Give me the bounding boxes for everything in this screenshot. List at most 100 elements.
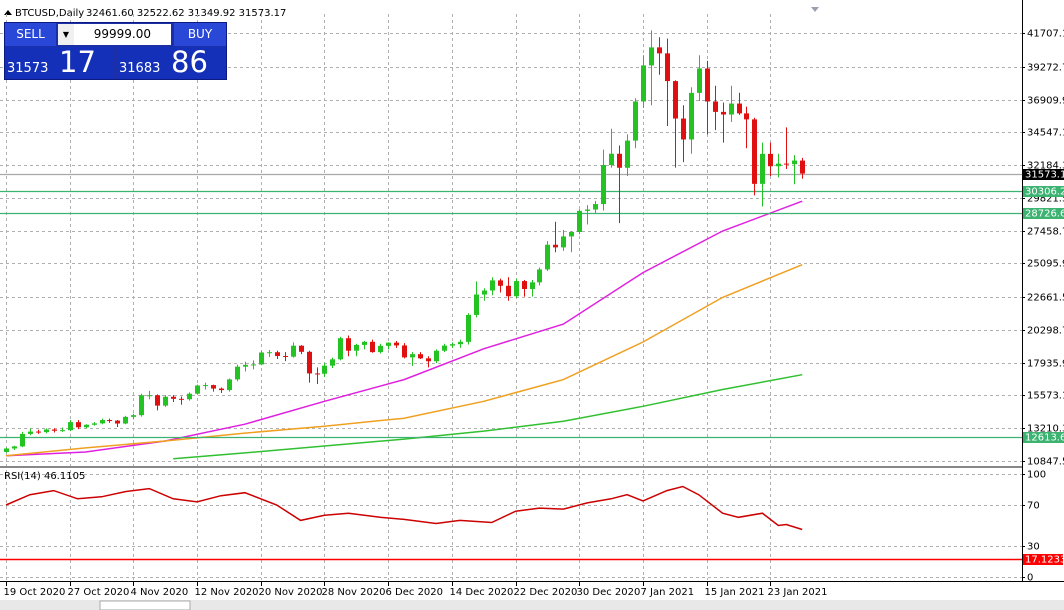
- y-tick-label: 22661.50: [1027, 293, 1064, 304]
- x-tick-label: 12 Nov 2020: [195, 587, 259, 598]
- bid-box[interactable]: 31573 17: [5, 45, 114, 79]
- candle-body: [179, 398, 184, 400]
- y-tick-label: 25095.90: [1027, 259, 1064, 270]
- x-tick-label: 19 Oct 2020: [4, 587, 66, 598]
- x-tick-label: 20 Nov 2020: [259, 587, 323, 598]
- candle-body: [545, 244, 550, 270]
- candle-body: [776, 163, 781, 167]
- candle-body: [187, 393, 192, 400]
- candle-body: [211, 385, 216, 389]
- candle-body: [362, 341, 367, 345]
- rsi-level-tag: [1023, 554, 1063, 565]
- candle-body: [506, 285, 511, 297]
- moving-average: [5, 264, 803, 457]
- candle-body: [283, 355, 288, 357]
- sell-button[interactable]: SELL: [5, 23, 56, 46]
- x-tick-label: 22 Dec 2020: [514, 587, 578, 598]
- candle-body: [673, 81, 678, 119]
- candle-body: [147, 395, 152, 397]
- candle-body: [569, 231, 574, 237]
- candle-body: [697, 68, 702, 93]
- candle-body: [760, 153, 765, 184]
- x-tick-label: 4 Nov 2020: [131, 587, 189, 598]
- y-tick-label: 15573.10: [1027, 391, 1064, 402]
- level-tag: [1023, 169, 1064, 180]
- candle-body: [299, 345, 304, 352]
- rsi-line: [5, 485, 803, 531]
- y-tick-label: 10847.50: [1027, 457, 1064, 468]
- candle-body: [131, 415, 136, 417]
- candle-body: [681, 118, 686, 140]
- candle-body: [418, 354, 423, 359]
- bid-main: 31573: [7, 61, 49, 76]
- candle-body: [203, 385, 208, 387]
- bid-pips: 17: [59, 45, 96, 79]
- candle-body: [482, 290, 487, 295]
- candle-body: [251, 364, 256, 366]
- rsi-tick-label: 100: [1027, 470, 1046, 481]
- candle-body: [617, 153, 622, 168]
- candle-body: [219, 388, 224, 391]
- candle-body: [490, 280, 495, 291]
- candle-body: [450, 344, 455, 346]
- rsi-tick-label: 30: [1027, 542, 1040, 553]
- x-tick-label: 6 Dec 2020: [386, 587, 444, 598]
- ask-pips: 86: [171, 45, 208, 79]
- buy-button[interactable]: BUY: [174, 23, 226, 46]
- candle-body: [354, 344, 359, 351]
- candle-body: [522, 281, 527, 289]
- rsi-level-label: 17.1233: [1025, 555, 1064, 566]
- x-tick-label: 23 Jan 2021: [768, 587, 828, 598]
- level-tag: [1023, 432, 1064, 443]
- candle-body: [60, 430, 65, 432]
- candle-body: [100, 420, 105, 424]
- candle-body: [729, 103, 734, 115]
- level-tag: [1023, 186, 1064, 197]
- candle-body: [227, 379, 232, 391]
- tab[interactable]: [99, 600, 191, 610]
- candle-body: [155, 395, 160, 406]
- candle-body: [641, 65, 646, 102]
- candle-body: [338, 338, 343, 360]
- x-tick-label: 27 Oct 2020: [68, 587, 130, 598]
- candle-body: [36, 431, 41, 433]
- x-tick-label: 15 Jan 2021: [705, 587, 765, 598]
- candle-body: [434, 350, 439, 362]
- candle-body: [386, 342, 391, 346]
- candle-body: [514, 281, 519, 297]
- volume-input[interactable]: 99999.00: [74, 24, 171, 45]
- y-tick-label: 13210.30: [1027, 424, 1064, 435]
- candle-body: [665, 53, 670, 82]
- candle-body: [657, 47, 662, 54]
- candle-body: [737, 103, 742, 114]
- candle-body: [28, 431, 33, 434]
- candle-body: [394, 342, 399, 346]
- candle-body: [800, 160, 805, 174]
- candle-body: [163, 396, 168, 406]
- candle-body: [498, 280, 503, 286]
- y-tick-label: 17935.90: [1027, 359, 1064, 370]
- volume-down[interactable]: ▼: [58, 24, 74, 45]
- candle-body: [52, 429, 57, 431]
- candle-body: [139, 395, 144, 416]
- candle-body: [84, 424, 89, 428]
- candle-body: [275, 352, 280, 356]
- candle-body: [553, 244, 558, 248]
- candle-body: [752, 119, 757, 184]
- ask-box[interactable]: 31683 86: [117, 45, 226, 79]
- candle-body: [402, 345, 407, 358]
- y-tick-label: 39272.70: [1027, 63, 1064, 74]
- candle-body: [625, 140, 630, 168]
- ohlc: 32461.60 32522.62 31349.92 31573.17: [86, 8, 286, 19]
- candle-body: [307, 351, 312, 374]
- candle-body: [705, 68, 710, 102]
- level-label: 28726.63: [1025, 209, 1064, 220]
- level-label: 30306.26: [1025, 187, 1064, 198]
- rsi-label: RSI(14) 46.1105: [4, 471, 85, 482]
- candle-body: [593, 204, 598, 210]
- candle-body: [20, 433, 25, 447]
- candle-body: [633, 101, 638, 141]
- symbol: BTCUSD,Daily: [15, 8, 84, 19]
- candle-body: [537, 269, 542, 283]
